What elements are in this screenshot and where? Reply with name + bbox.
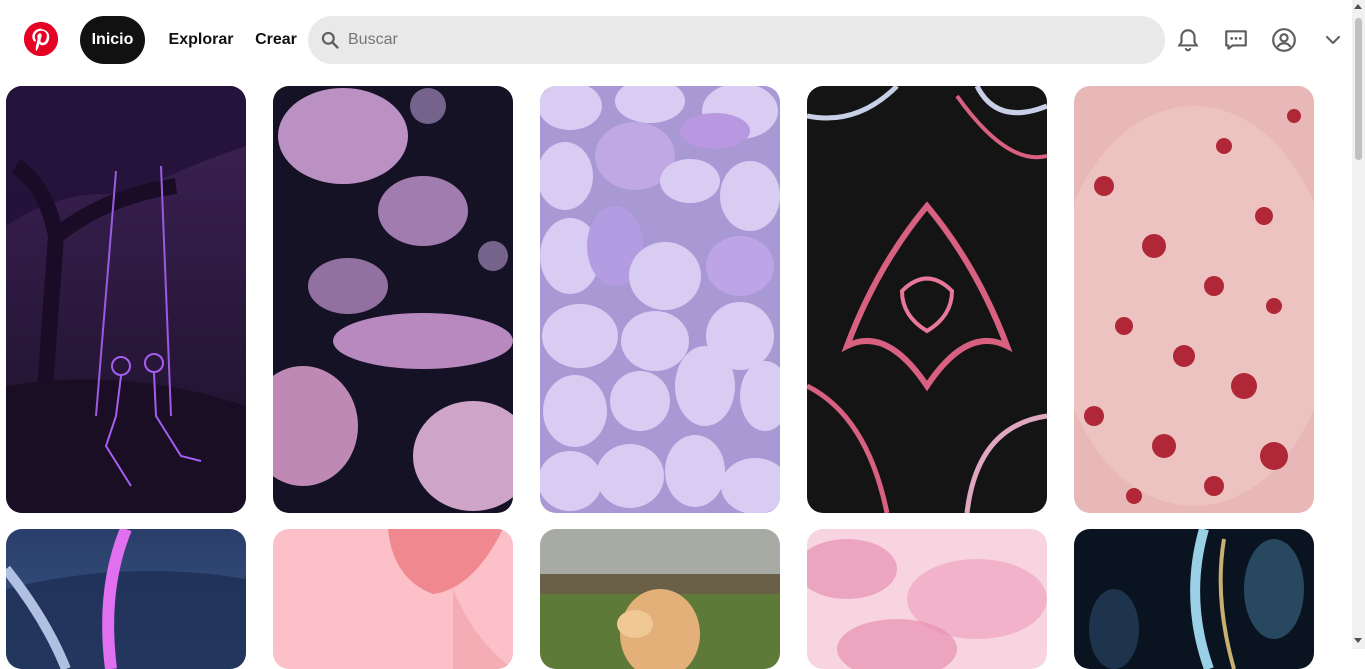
pin-grid xyxy=(6,86,1314,669)
pin-image xyxy=(6,529,246,669)
pin-card[interactable] xyxy=(273,86,513,513)
nav-inicio[interactable]: Inicio xyxy=(80,16,145,64)
pin-image xyxy=(1074,529,1314,669)
pin-card[interactable] xyxy=(540,86,780,513)
search-bar[interactable] xyxy=(308,16,1165,64)
scroll-down-icon[interactable] xyxy=(1354,638,1362,643)
pin-image xyxy=(6,86,246,513)
nav-crear[interactable]: Crear xyxy=(255,31,297,48)
profile-icon[interactable] xyxy=(1268,24,1300,56)
pin-image xyxy=(540,86,780,513)
pin-image xyxy=(807,86,1047,513)
pin-card[interactable] xyxy=(540,529,780,669)
pin-card[interactable] xyxy=(807,86,1047,513)
scrollbar-thumb[interactable] xyxy=(1355,18,1362,160)
pin-image xyxy=(273,86,513,513)
search-icon xyxy=(321,31,339,49)
nav-explorar[interactable]: Explorar xyxy=(168,31,234,48)
bell-icon[interactable] xyxy=(1172,24,1204,56)
chat-icon[interactable] xyxy=(1220,24,1252,56)
pin-card[interactable] xyxy=(273,529,513,669)
header-bar: Inicio Explorar Crear xyxy=(0,0,1352,80)
pin-image xyxy=(273,529,513,669)
scroll-up-icon[interactable] xyxy=(1354,4,1362,9)
pin-image xyxy=(540,529,780,669)
pinterest-logo-icon[interactable] xyxy=(24,22,58,56)
page-scrollbar[interactable] xyxy=(1352,0,1365,649)
chevron-down-icon[interactable] xyxy=(1317,24,1349,56)
pin-card[interactable] xyxy=(807,529,1047,669)
pin-card[interactable] xyxy=(1074,86,1314,513)
pin-card[interactable] xyxy=(1074,529,1314,669)
pin-image xyxy=(1074,86,1314,513)
pin-image xyxy=(807,529,1047,669)
pin-card[interactable] xyxy=(6,529,246,669)
search-input[interactable] xyxy=(348,16,1148,64)
pin-card[interactable] xyxy=(6,86,246,513)
